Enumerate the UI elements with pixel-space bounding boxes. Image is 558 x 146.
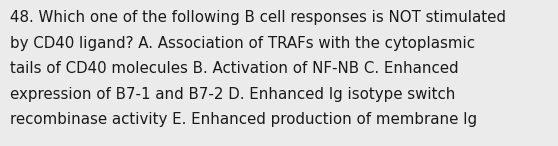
Text: expression of B7-1 and B7-2 D. Enhanced Ig isotype switch: expression of B7-1 and B7-2 D. Enhanced … — [10, 87, 455, 102]
Text: recombinase activity E. Enhanced production of membrane Ig: recombinase activity E. Enhanced product… — [10, 112, 477, 127]
Text: 48. Which one of the following B cell responses is NOT stimulated: 48. Which one of the following B cell re… — [10, 10, 506, 25]
Text: by CD40 ligand? A. Association of TRAFs with the cytoplasmic: by CD40 ligand? A. Association of TRAFs … — [10, 36, 475, 51]
Text: tails of CD40 molecules B. Activation of NF-NB C. Enhanced: tails of CD40 molecules B. Activation of… — [10, 61, 459, 76]
